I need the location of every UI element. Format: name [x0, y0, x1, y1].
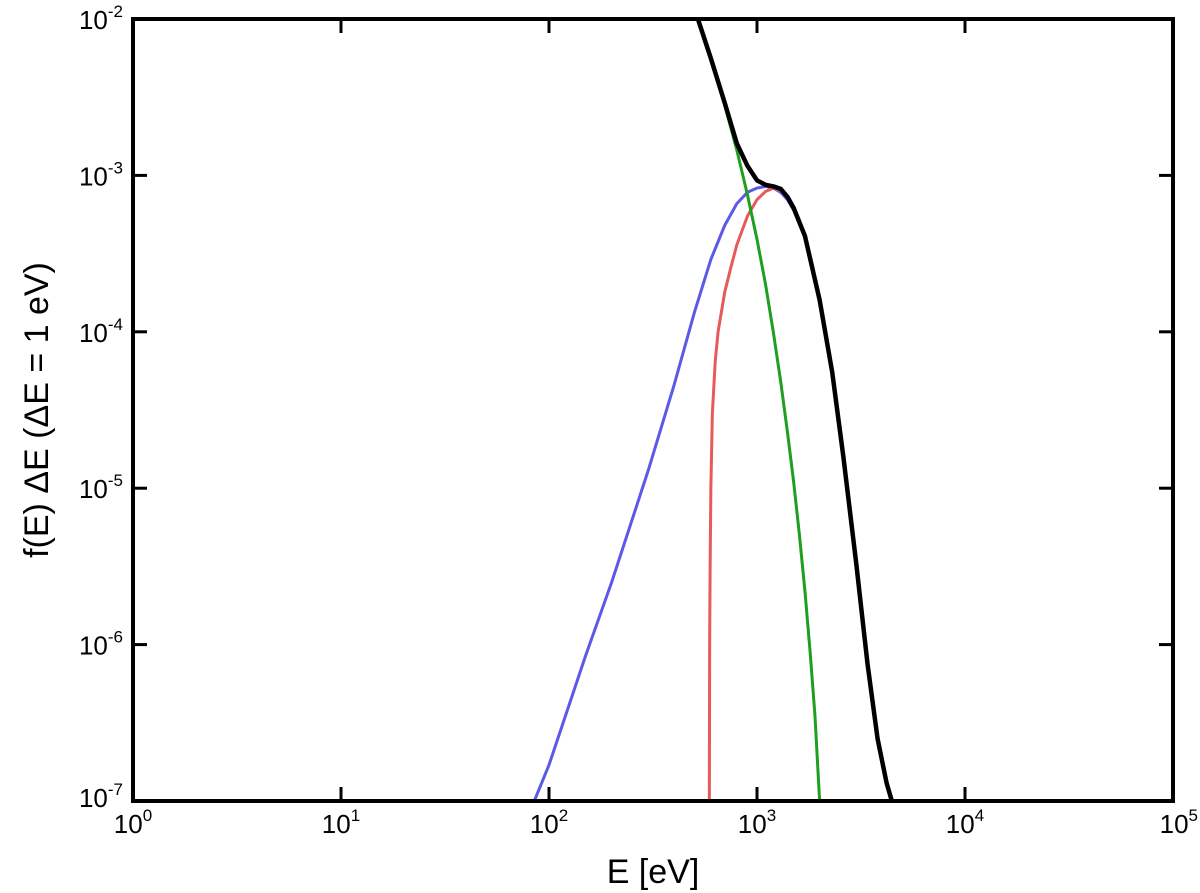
x-tick-label-3: 103	[738, 806, 776, 839]
x-tick-label-1: 101	[322, 806, 360, 839]
y-tick-label-2: 10-5	[79, 471, 123, 504]
x-tick-label-2: 102	[530, 806, 568, 839]
series-line-4	[695, 19, 895, 801]
series-line-1	[532, 184, 894, 801]
y-tick-label-5: 10-2	[79, 2, 123, 35]
series-line-3	[696, 19, 822, 801]
series-line-2	[707, 186, 894, 801]
y-tick-label-1: 10-6	[79, 628, 123, 661]
x-axis-label: E [eV]	[607, 853, 700, 891]
y-tick-label-4: 10-3	[79, 158, 123, 191]
y-tick-label-0: 10-7	[79, 780, 123, 813]
x-tick-label-0: 100	[114, 806, 152, 839]
x-tick-label-5: 105	[1160, 806, 1198, 839]
x-tick-label-4: 104	[946, 806, 984, 839]
series-layer	[532, 19, 895, 801]
ticks-layer	[133, 19, 1173, 801]
y-axis-label: f(E) ΔE (ΔE = 1 eV)	[18, 262, 56, 558]
y-tick-label-3: 10-4	[79, 315, 123, 348]
labels-layer: 100 101 102 103 104 105 10-7 10-6 10-5 10-4 10-3 10…	[79, 2, 1198, 839]
plot-frame	[131, 17, 1175, 803]
